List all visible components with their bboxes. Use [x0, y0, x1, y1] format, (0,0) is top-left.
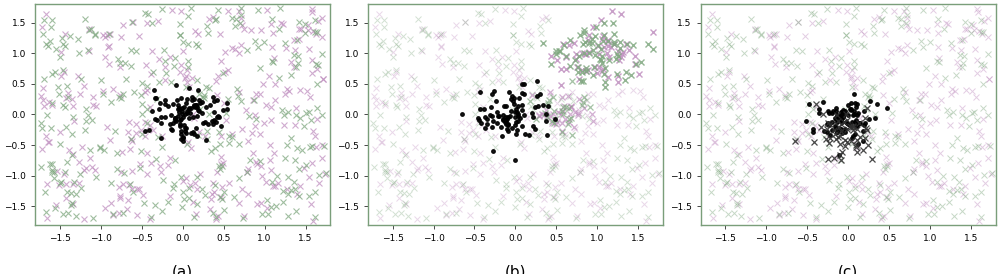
Text: (b): (b)	[505, 264, 526, 274]
Text: (a): (a)	[172, 264, 193, 274]
Text: (c): (c)	[838, 264, 858, 274]
